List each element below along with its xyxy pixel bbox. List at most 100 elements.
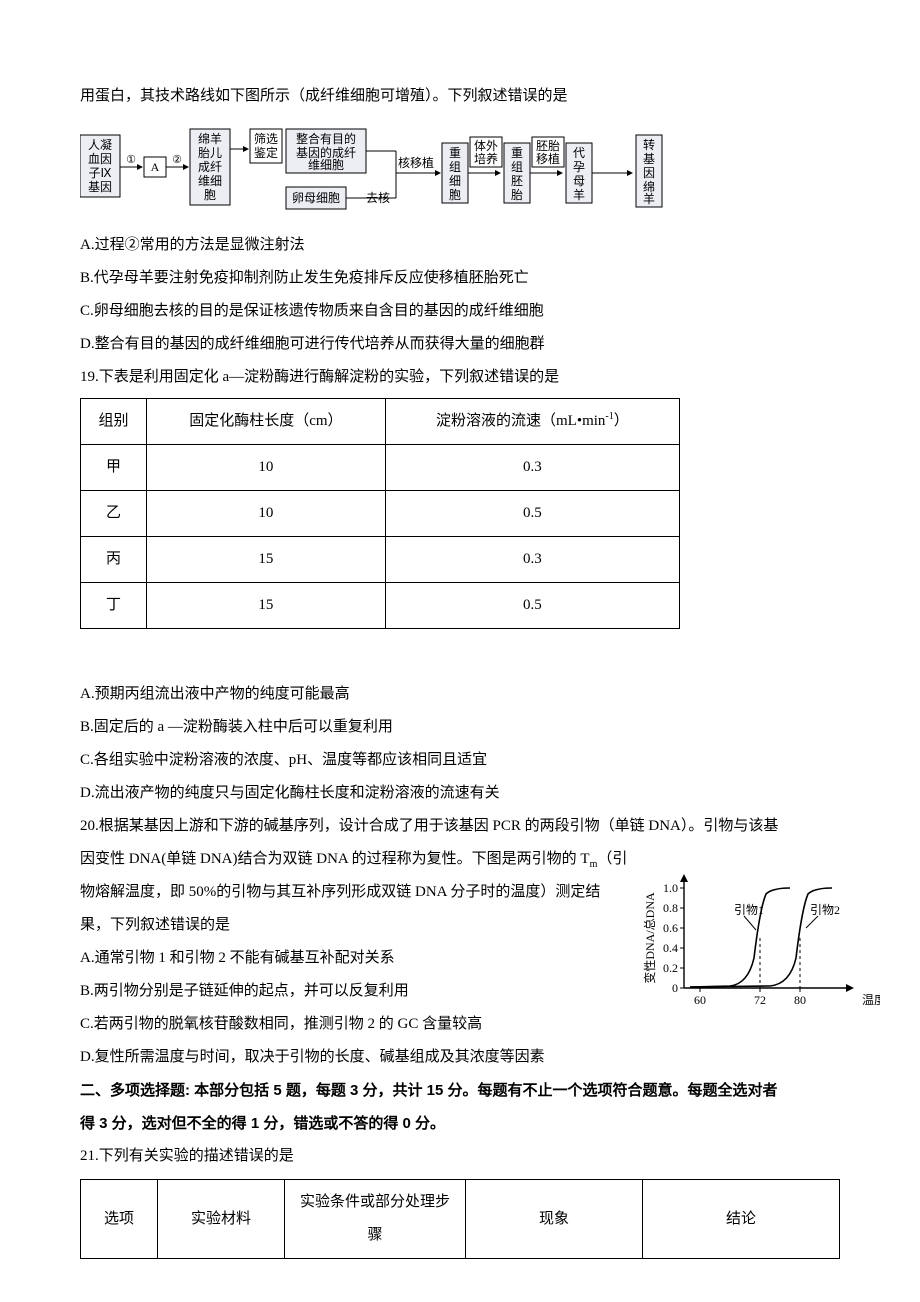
flow-diagram: 人凝 血因 子Ⅸ 基因 ① A ② 绵羊 胎儿 成纤 维细 胞 筛选 鉴定 [80, 123, 840, 215]
svg-text:0: 0 [672, 981, 678, 995]
svg-text:A: A [151, 160, 160, 174]
legend-primer1: 引物1 [734, 903, 764, 917]
svg-text:0.8: 0.8 [663, 901, 678, 915]
cell: 15 [146, 537, 385, 583]
svg-text:血因: 血因 [88, 152, 112, 166]
svg-text:0.4: 0.4 [663, 941, 678, 955]
svg-text:鉴定: 鉴定 [254, 145, 278, 160]
svg-text:绵羊: 绵羊 [198, 131, 222, 146]
svg-text:胚: 胚 [511, 174, 523, 188]
svg-text:核移植: 核移植 [398, 155, 434, 170]
q19-h2-tail: ） [614, 413, 629, 429]
svg-text:羊: 羊 [573, 187, 585, 202]
xlabel: 温度/℃ [862, 992, 880, 1007]
table-row: 丁150.5 [81, 583, 680, 629]
svg-text:重: 重 [511, 146, 523, 160]
q21-h4: 结论 [643, 1180, 840, 1259]
q20-opt-d: D.复性所需温度与时间，取决于引物的长度、碱基组成及其浓度等因素 [80, 1041, 840, 1074]
q20-stem2-tail: （引 [597, 851, 627, 867]
cell: 10 [146, 445, 385, 491]
q19-table: 组别 固定化酶柱长度（cm） 淀粉溶液的流速（mL•min-1） 甲100.3 … [80, 398, 680, 629]
q20-chart: 0 0.2 0.4 0.6 0.8 1.0 60 7 [640, 868, 880, 1018]
svg-text:60: 60 [694, 993, 706, 1007]
svg-text:孕: 孕 [573, 160, 585, 174]
q20-stem-line3: 物熔解温度，即 50%的引物与其互补序列形成双链 DNA 分子时的温度）测定结 [80, 876, 630, 909]
q18-opt-d: D.整合有目的基因的成纤维细胞可进行传代培养从而获得大量的细胞群 [80, 328, 840, 361]
svg-text:组: 组 [449, 160, 461, 174]
svg-text:胚胎: 胚胎 [536, 139, 560, 153]
svg-text:胞: 胞 [204, 188, 216, 202]
cell: 15 [146, 583, 385, 629]
q19-opt-b: B.固定后的 a —淀粉酶装入柱中后可以重复利用 [80, 711, 840, 744]
q21-h1: 实验材料 [158, 1180, 285, 1259]
q18-opt-a: A.过程②常用的方法是显微注射法 [80, 229, 840, 262]
svg-text:0.2: 0.2 [663, 961, 678, 975]
svg-text:卵母细胞: 卵母细胞 [292, 191, 340, 205]
svg-text:②: ② [172, 154, 182, 166]
svg-text:转: 转 [643, 137, 655, 152]
intro-continuation: 用蛋白，其技术路线如下图所示（成纤维细胞可增殖）。下列叙述错误的是 [80, 80, 840, 113]
svg-text:维细: 维细 [198, 174, 222, 188]
q21-table: 选项 实验材料 实验条件或部分处理步骤 现象 结论 [80, 1179, 840, 1259]
svg-text:0.6: 0.6 [663, 921, 678, 935]
q20-opt-a: A.通常引物 1 和引物 2 不能有碱基互补配对关系 [80, 942, 630, 975]
table-row: 丙150.3 [81, 537, 680, 583]
q19-h2-sup: -1 [605, 411, 613, 422]
svg-text:筛选: 筛选 [254, 131, 278, 146]
table-header-row: 选项 实验材料 实验条件或部分处理步骤 现象 结论 [81, 1180, 840, 1259]
svg-text:胎儿: 胎儿 [198, 146, 222, 160]
table-row: 乙100.5 [81, 491, 680, 537]
svg-text:80: 80 [794, 993, 806, 1007]
q21-stem: 21.下列有关实验的描述错误的是 [80, 1140, 840, 1173]
cell: 0.3 [385, 445, 679, 491]
svg-text:重: 重 [449, 146, 461, 160]
svg-text:胎: 胎 [511, 188, 523, 202]
svg-text:72: 72 [754, 993, 766, 1007]
svg-text:整合有目的: 整合有目的 [296, 131, 356, 146]
svg-text:因: 因 [643, 166, 655, 180]
cell: 丙 [81, 537, 147, 583]
cell: 甲 [81, 445, 147, 491]
table-row: 甲100.3 [81, 445, 680, 491]
svg-text:羊: 羊 [643, 191, 655, 206]
cell: 0.5 [385, 491, 679, 537]
svg-text:体外: 体外 [474, 139, 498, 153]
svg-text:①: ① [126, 154, 136, 166]
svg-text:母: 母 [573, 174, 585, 188]
flow-svg: 人凝 血因 子Ⅸ 基因 ① A ② 绵羊 胎儿 成纤 维细 胞 筛选 鉴定 [80, 123, 700, 215]
table-header-row: 组别 固定化酶柱长度（cm） 淀粉溶液的流速（mL•min-1） [81, 399, 680, 445]
q18-opt-b: B.代孕母羊要注射免疫抑制剂防止发生免疫排斥反应使移植胚胎死亡 [80, 262, 840, 295]
svg-text:代: 代 [573, 146, 585, 160]
legend-primer2: 引物2 [810, 903, 840, 917]
q19-h2-main: 淀粉溶液的流速（mL•min [436, 413, 605, 429]
q21-h0: 选项 [81, 1180, 158, 1259]
q20-opt-b: B.两引物分别是子链延伸的起点，并可以反复利用 [80, 975, 630, 1008]
q19-opt-a: A.预期丙组流出液中产物的纯度可能最高 [80, 678, 840, 711]
q18-opt-c: C.卵母细胞去核的目的是保证核遗传物质来自含目的基因的成纤维细胞 [80, 295, 840, 328]
svg-text:基: 基 [643, 152, 655, 166]
cell: 10 [146, 491, 385, 537]
q19-opt-d: D.流出液产物的纯度只与固定化酶柱长度和淀粉溶液的流速有关 [80, 777, 840, 810]
svg-text:细: 细 [449, 174, 461, 188]
q20-stem2-main: 因变性 DNA(单链 DNA)结合为双链 DNA 的过程称为复性。下图是两引物的… [80, 851, 590, 867]
section2-heading-line1: 二、多项选择题: 本部分包括 5 题，每题 3 分，共计 15 分。每题有不止一… [80, 1074, 840, 1107]
svg-text:基因: 基因 [88, 180, 112, 194]
svg-text:子Ⅸ: 子Ⅸ [88, 166, 111, 180]
cell: 乙 [81, 491, 147, 537]
section2-heading-line2: 得 3 分，选对但不全的得 1 分，错选或不答的得 0 分。 [80, 1107, 840, 1140]
q20-stem-line4: 果，下列叙述错误的是 [80, 909, 630, 942]
q21-h3: 现象 [466, 1180, 643, 1259]
q21-h2: 实验条件或部分处理步骤 [285, 1180, 466, 1259]
q19-opt-c: C.各组实验中淀粉溶液的浓度、pH、温度等都应该相同且适宜 [80, 744, 840, 777]
q20-chart-svg: 0 0.2 0.4 0.6 0.8 1.0 60 7 [640, 868, 880, 1018]
q20-stem-line2: 因变性 DNA(单链 DNA)结合为双链 DNA 的过程称为复性。下图是两引物的… [80, 843, 630, 876]
q19-table-wrap: 组别 固定化酶柱长度（cm） 淀粉溶液的流速（mL•min-1） 甲100.3 … [80, 398, 840, 629]
q20-block: 20.根据某基因上游和下游的碱基序列，设计合成了用于该基因 PCR 的两段引物（… [80, 810, 840, 1074]
cell: 丁 [81, 583, 147, 629]
q20-stem-line1: 20.根据某基因上游和下游的碱基序列，设计合成了用于该基因 PCR 的两段引物（… [80, 810, 840, 843]
svg-text:1.0: 1.0 [663, 881, 678, 895]
q19-h1: 固定化酶柱长度（cm） [146, 399, 385, 445]
svg-text:移植: 移植 [536, 151, 560, 166]
ylabel: 变性DNA/总DNA [642, 892, 657, 984]
svg-text:培养: 培养 [474, 151, 498, 166]
